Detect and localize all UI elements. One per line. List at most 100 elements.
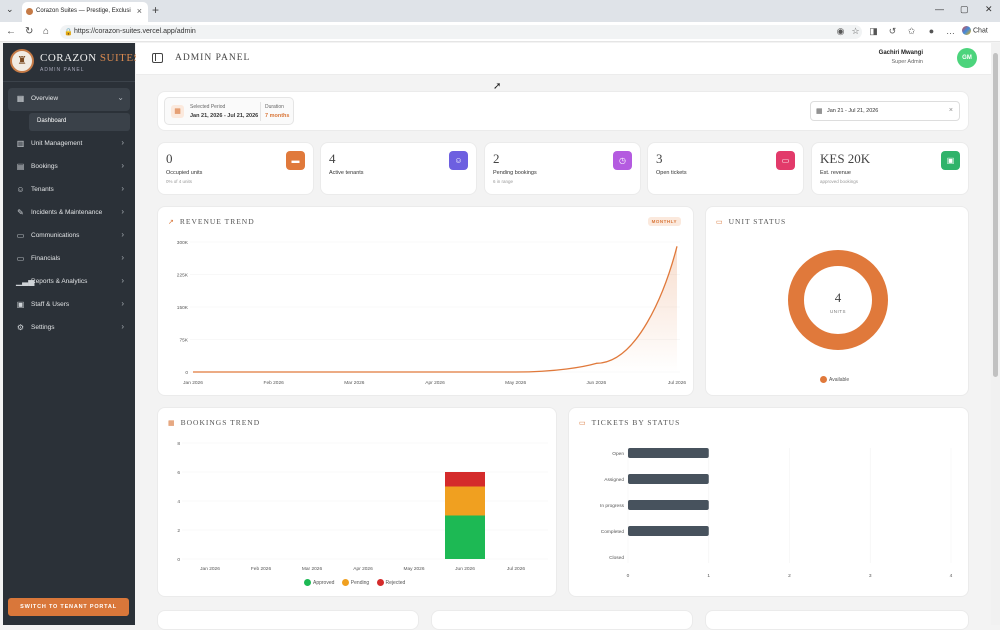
- date-range-picker[interactable]: ▦ Jan 21 - Jul 21, 2026 ×: [810, 101, 960, 121]
- url-text: https://corazon-suites.vercel.app/admin: [74, 28, 196, 35]
- x-tick-label: Jan 2026: [183, 380, 203, 386]
- divider: [260, 102, 261, 121]
- refresh-icon[interactable]: ↻: [25, 26, 34, 37]
- sidebar-menu: ▦ Overview ⌄ Dashboard ▥ Unit Management…: [8, 88, 130, 340]
- bookings-chart: 8 6 4 2 0 Jan 2026 Feb 2026 Mar 2026 Apr 2026 May…: [177, 441, 548, 572]
- section-title: ▦ BOOKINGS TREND: [168, 418, 261, 427]
- calendar-icon: ▦: [168, 419, 176, 427]
- wallet-icon: ▣: [941, 151, 960, 170]
- maximize-icon[interactable]: ▢: [960, 4, 969, 14]
- chat-label: Chat: [973, 27, 988, 35]
- bar-approved: [445, 515, 485, 559]
- stat-value: 4: [329, 151, 336, 166]
- unit-donut-chart: [788, 250, 888, 350]
- x-tick-label: 1: [707, 573, 710, 579]
- chevron-down-icon: ⌄: [117, 93, 124, 102]
- user-role: Super Admin: [891, 59, 924, 65]
- tab-menu-icon[interactable]: ⌄: [6, 4, 14, 14]
- account-icon[interactable]: ●: [928, 26, 935, 36]
- stat-card-tenants[interactable]: 4 Active tenants ☺: [320, 142, 477, 195]
- sidebar-item-label: Communications: [31, 232, 80, 239]
- sidebar-item-settings[interactable]: ⚙ Settings ›: [8, 317, 130, 340]
- sidebar-item-staff[interactable]: ▣ Staff & Users ›: [8, 294, 130, 317]
- x-tick-label: 4: [950, 573, 953, 579]
- scrollbar-thumb[interactable]: [993, 53, 998, 377]
- gear-icon: ⚙: [16, 323, 25, 332]
- tickets-status-card: ▭ TICKETS BY STATUS 0 1 2 3 4 Open Assigned In p…: [568, 407, 969, 597]
- switch-portal-button[interactable]: SWITCH TO TENANT PORTAL: [8, 598, 129, 616]
- sync-icon[interactable]: ↺: [888, 26, 897, 36]
- close-tab-icon[interactable]: ×: [136, 6, 142, 16]
- new-tab-icon[interactable]: +: [152, 3, 160, 17]
- stat-card-tickets[interactable]: 3 Open tickets ▭: [647, 142, 804, 195]
- chat-button[interactable]: Chat: [962, 26, 988, 35]
- back-icon[interactable]: ←: [6, 26, 16, 37]
- users-icon: ☺: [16, 185, 25, 194]
- chevron-right-icon: ›: [121, 161, 124, 170]
- donut-slice-available: [788, 250, 888, 350]
- people-icon: ☺: [449, 151, 468, 170]
- card-icon: ▭: [16, 254, 25, 263]
- stat-label: Open tickets: [656, 170, 687, 176]
- stat-card-occupied[interactable]: 0 Occupied units 0% of 4 units ▬: [157, 142, 314, 195]
- legend-swatch: [341, 579, 349, 586]
- stat-card-pending[interactable]: 2 Pending bookings 6 in range ◷: [484, 142, 641, 195]
- profile-icon[interactable]: ◉: [836, 26, 845, 36]
- bookings-trend-card: ▦ BOOKINGS TREND 8 6 4 2 0 Jan 2026 Feb 2026 Mar…: [157, 407, 557, 597]
- page-scrollbar[interactable]: [991, 43, 1000, 625]
- url-field[interactable]: 🔒 https://corazon-suites.vercel.app/admi…: [60, 25, 862, 39]
- stat-card-revenue[interactable]: KES 20K Est. revenue approved bookings ▣: [811, 142, 969, 195]
- bottom-card-2: [431, 610, 693, 630]
- mouse-cursor-icon: ➚: [493, 81, 502, 92]
- sidebar-item-tenants[interactable]: ☺ Tenants ›: [8, 179, 130, 202]
- lock-icon: 🔒: [64, 29, 73, 36]
- minimize-icon[interactable]: —: [935, 4, 944, 14]
- sidebar-item-label: Staff & Users: [31, 301, 70, 308]
- stat-value: KES 20K: [820, 151, 871, 166]
- x-tick-label: Mar 2026: [344, 380, 365, 386]
- sidebar-item-overview[interactable]: ▦ Overview ⌄: [8, 88, 130, 111]
- chevron-right-icon: ›: [121, 299, 124, 308]
- sidebar-item-unit-management[interactable]: ▥ Unit Management ›: [8, 133, 130, 156]
- x-tick-label: Feb 2026: [264, 380, 285, 386]
- sidebar-toggle-icon[interactable]: [152, 53, 163, 63]
- building-icon: ▥: [16, 139, 25, 148]
- donut-center-value: 4: [834, 290, 842, 305]
- legend-swatch: [376, 579, 384, 586]
- revenue-area: [193, 246, 677, 372]
- date-range-value: Jan 21 - Jul 21, 2026: [827, 108, 879, 114]
- avatar[interactable]: GM: [957, 48, 977, 68]
- close-window-icon[interactable]: ✕: [985, 4, 993, 14]
- x-tick-label: Jul 2026: [507, 566, 525, 572]
- monthly-badge[interactable]: MONTHLY: [647, 217, 681, 226]
- extension-icon[interactable]: ◨: [869, 26, 878, 36]
- bed-icon: ▬: [286, 151, 305, 170]
- y-tick-label: 225K: [177, 273, 189, 279]
- favorite-star-icon[interactable]: ☆: [851, 26, 860, 36]
- home-icon[interactable]: ⌂: [43, 26, 50, 37]
- sidebar-subitem-dashboard[interactable]: Dashboard: [29, 113, 130, 131]
- browser-tab[interactable]: Corazon Suites — Prestige, Exclusi ×: [22, 2, 148, 22]
- sidebar-item-communications[interactable]: ▭ Communications ›: [8, 225, 130, 248]
- brand-name: CORAZON SUITES: [40, 52, 141, 64]
- x-tick-label: Jul 2026: [668, 380, 686, 386]
- sidebar-item-label: Unit Management: [31, 140, 83, 147]
- favicon-icon: [26, 8, 33, 15]
- bottom-card-3: [705, 610, 969, 630]
- y-tick-label: 0: [177, 557, 180, 563]
- favorites-icon[interactable]: ✩: [907, 26, 916, 36]
- donut-center-label: UNITS: [830, 309, 846, 314]
- sidebar-item-financials[interactable]: ▭ Financials ›: [8, 248, 130, 271]
- chevron-right-icon: ›: [121, 253, 124, 262]
- more-icon[interactable]: …: [946, 26, 955, 36]
- clear-icon[interactable]: ×: [948, 107, 953, 114]
- tab-title: Corazon Suites — Prestige, Exclusi: [36, 8, 131, 14]
- sidebar-item-bookings[interactable]: ▤ Bookings ›: [8, 156, 130, 179]
- sidebar-item-reports[interactable]: ▁▃▅ Reports & Analytics ›: [8, 271, 130, 294]
- bar-pending: [445, 486, 485, 516]
- section-title: ↗ REVENUE TREND: [168, 217, 255, 226]
- y-tick-label: Assigned: [604, 477, 624, 483]
- browser-tab-bar: ⌄ Corazon Suites — Prestige, Exclusi × +…: [0, 0, 1000, 22]
- id-card-icon: ▣: [16, 300, 25, 309]
- sidebar-item-incidents[interactable]: ✎ Incidents & Maintenance ›: [8, 202, 130, 225]
